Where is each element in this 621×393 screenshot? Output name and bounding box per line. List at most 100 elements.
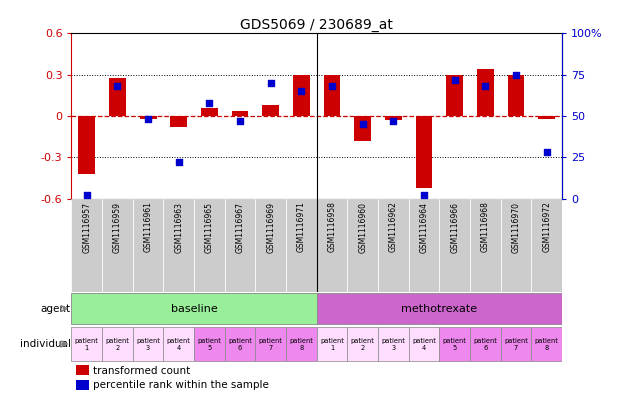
Text: GSM1116966: GSM1116966	[450, 202, 459, 253]
Bar	[317, 199, 347, 292]
Text: baseline: baseline	[171, 304, 217, 314]
Bar	[409, 199, 440, 292]
Point	[143, 116, 153, 123]
Bar	[532, 199, 562, 292]
Bar	[470, 327, 501, 362]
Bar	[317, 327, 347, 362]
Bar	[71, 199, 102, 292]
Bar	[293, 75, 310, 116]
Text: patient
7: patient 7	[504, 338, 528, 351]
Text: GSM1116964: GSM1116964	[420, 202, 428, 253]
Bar	[538, 116, 555, 119]
Point	[266, 80, 276, 86]
Point	[296, 88, 306, 94]
Bar	[163, 199, 194, 292]
Text: individual: individual	[20, 339, 71, 349]
Bar	[140, 116, 156, 119]
Bar	[385, 116, 402, 120]
Text: patient
5: patient 5	[197, 338, 221, 351]
Text: GSM1116957: GSM1116957	[82, 202, 91, 253]
Bar	[286, 199, 317, 292]
Bar	[201, 108, 218, 116]
Bar	[262, 105, 279, 116]
Point	[82, 192, 92, 198]
Point	[419, 192, 429, 198]
Bar	[102, 199, 133, 292]
Bar	[324, 75, 340, 116]
Bar	[255, 327, 286, 362]
Text: patient
8: patient 8	[535, 338, 559, 351]
Bar	[109, 77, 126, 116]
Point	[112, 83, 122, 90]
Title: GDS5069 / 230689_at: GDS5069 / 230689_at	[240, 18, 393, 32]
Bar	[347, 327, 378, 362]
Bar	[378, 199, 409, 292]
Point	[204, 100, 214, 106]
Bar	[286, 327, 317, 362]
Text: GSM1116965: GSM1116965	[205, 202, 214, 253]
Bar	[163, 327, 194, 362]
Bar	[378, 327, 409, 362]
Bar	[409, 327, 440, 362]
Bar	[225, 199, 255, 292]
Text: GSM1116959: GSM1116959	[113, 202, 122, 253]
Bar	[507, 75, 525, 116]
Text: GSM1116968: GSM1116968	[481, 202, 490, 252]
Point	[542, 149, 551, 156]
Text: patient
7: patient 7	[259, 338, 283, 351]
Point	[174, 159, 184, 165]
Text: patient
1: patient 1	[75, 338, 99, 351]
Text: GSM1116963: GSM1116963	[175, 202, 183, 253]
Bar	[76, 380, 89, 389]
Bar	[102, 327, 133, 362]
Bar	[415, 116, 432, 188]
Bar	[194, 199, 225, 292]
Bar	[255, 199, 286, 292]
Text: patient
1: patient 1	[320, 338, 344, 351]
Bar	[78, 116, 95, 174]
Text: patient
6: patient 6	[228, 338, 252, 351]
Bar	[225, 327, 255, 362]
Text: patient
5: patient 5	[443, 338, 466, 351]
Bar	[354, 116, 371, 141]
Bar	[317, 293, 562, 324]
Point	[235, 118, 245, 124]
Bar	[76, 365, 89, 375]
Bar	[170, 116, 187, 127]
Text: GSM1116958: GSM1116958	[327, 202, 337, 252]
Bar	[501, 199, 532, 292]
Text: GSM1116960: GSM1116960	[358, 202, 367, 253]
Bar	[133, 327, 163, 362]
Text: patient
2: patient 2	[351, 338, 374, 351]
Text: GSM1116971: GSM1116971	[297, 202, 306, 252]
Text: GSM1116961: GSM1116961	[143, 202, 153, 252]
Bar	[501, 327, 532, 362]
Text: GSM1116972: GSM1116972	[542, 202, 551, 252]
Bar	[232, 110, 248, 116]
Bar	[71, 327, 102, 362]
Point	[388, 118, 398, 124]
Text: GSM1116970: GSM1116970	[512, 202, 520, 253]
Bar	[194, 327, 225, 362]
Bar	[71, 293, 317, 324]
Text: patient
8: patient 8	[289, 338, 314, 351]
Text: methotrexate: methotrexate	[401, 304, 478, 314]
Text: agent: agent	[41, 304, 71, 314]
Bar	[477, 69, 494, 116]
Text: GSM1116969: GSM1116969	[266, 202, 275, 253]
Bar	[440, 327, 470, 362]
Point	[511, 72, 521, 78]
Point	[358, 121, 368, 127]
Point	[450, 77, 460, 83]
Text: patient
3: patient 3	[136, 338, 160, 351]
Text: percentile rank within the sample: percentile rank within the sample	[94, 380, 270, 390]
Text: patient
3: patient 3	[381, 338, 406, 351]
Bar	[532, 327, 562, 362]
Text: GSM1116967: GSM1116967	[235, 202, 245, 253]
Bar	[347, 199, 378, 292]
Bar	[470, 199, 501, 292]
Text: patient
4: patient 4	[412, 338, 436, 351]
Text: transformed count: transformed count	[94, 365, 191, 376]
Bar	[446, 75, 463, 116]
Bar	[440, 199, 470, 292]
